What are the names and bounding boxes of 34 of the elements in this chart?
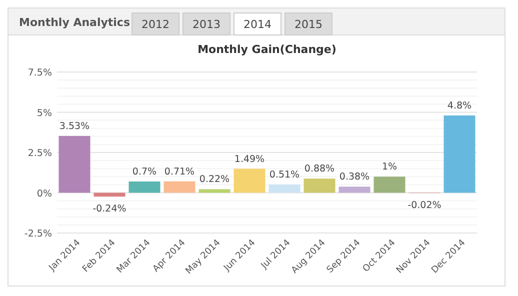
text: Monthly Analytics bbox=[19, 16, 130, 29]
text: 2014 bbox=[244, 18, 272, 31]
data-label: 4.8% bbox=[447, 100, 472, 112]
y-tick-label: -2.5% bbox=[24, 228, 52, 240]
bar bbox=[374, 176, 406, 193]
data-label: 0.22% bbox=[199, 174, 230, 186]
chart-title: Monthly Gain(Change) bbox=[198, 43, 336, 56]
bar bbox=[164, 181, 196, 193]
bar bbox=[304, 178, 336, 193]
bar bbox=[58, 136, 90, 193]
text: 2012 bbox=[142, 18, 170, 31]
y-tick-label: 5% bbox=[36, 108, 52, 119]
data-label: 3.53% bbox=[59, 120, 90, 132]
bar bbox=[198, 189, 230, 193]
text: 2013 bbox=[192, 18, 220, 31]
data-label: -0.24% bbox=[92, 204, 126, 215]
data-label: 0.38% bbox=[339, 172, 370, 183]
bar bbox=[268, 184, 300, 193]
data-label: 0.88% bbox=[304, 164, 335, 175]
text: 2015 bbox=[294, 18, 322, 31]
data-label: 0.51% bbox=[269, 170, 300, 181]
data-label: 0.71% bbox=[164, 166, 195, 178]
data-label: 0.7% bbox=[132, 166, 157, 178]
bar bbox=[338, 186, 370, 193]
bar bbox=[94, 192, 126, 197]
bar bbox=[444, 115, 476, 193]
y-tick-label: 0% bbox=[36, 188, 52, 200]
bar bbox=[234, 168, 266, 193]
y-tick-label: 2.5% bbox=[28, 148, 52, 159]
y-tick-label: 7.5% bbox=[28, 68, 52, 78]
data-label: -0.02% bbox=[408, 200, 442, 212]
bar bbox=[128, 181, 160, 193]
data-label: 1.49% bbox=[234, 154, 265, 165]
data-label: 1% bbox=[382, 162, 398, 173]
